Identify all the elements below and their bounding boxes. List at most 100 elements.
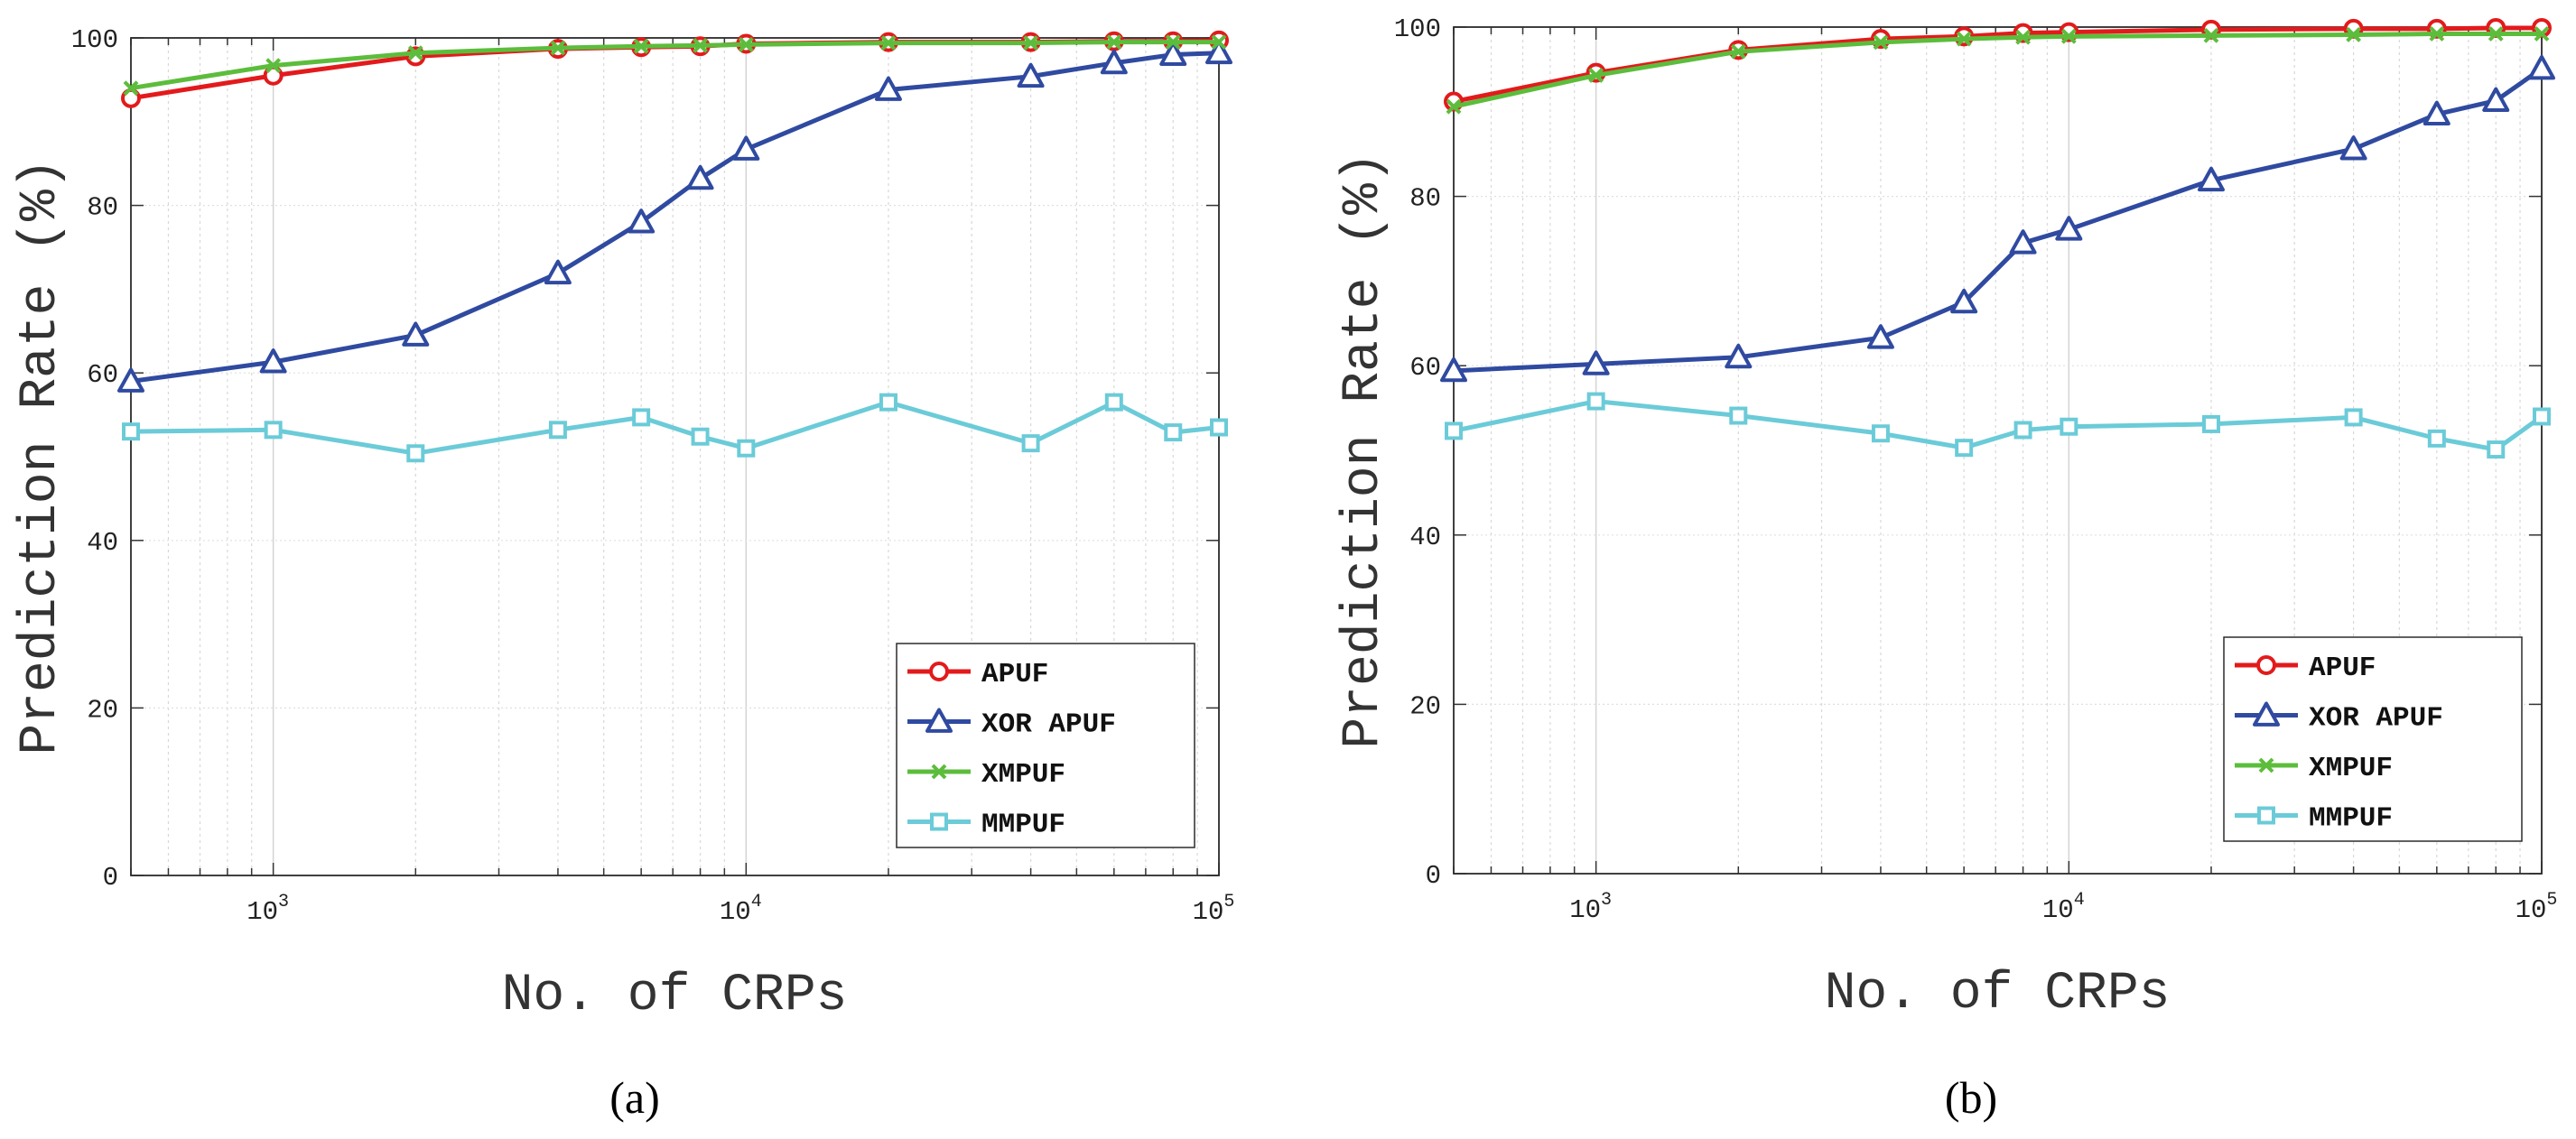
axis-frame [1453, 26, 2543, 875]
series-xmpuf [1446, 26, 2550, 115]
marker-triangle [1100, 49, 1128, 75]
marker-x [2429, 26, 2445, 42]
marker-square [2533, 407, 2551, 426]
marker-triangle [2009, 229, 2037, 255]
legend-label: APUF [2309, 653, 2376, 684]
marker-triangle [2339, 135, 2367, 161]
series-line [1453, 399, 2543, 452]
y-tick-label: 40 [1409, 523, 1441, 552]
marker-triangle [117, 367, 144, 393]
marker-square [1164, 423, 1183, 442]
legend: APUF XOR APUF XMPUF MMPUF [896, 643, 1195, 848]
x-axis-title: No. of CRPs [1825, 965, 2171, 1023]
marker-square [2201, 414, 2220, 433]
marker-x [1211, 34, 1227, 51]
axis-frame [130, 37, 1220, 876]
marker-triangle [1950, 288, 1978, 314]
marker-square [2013, 421, 2032, 440]
legend-label: MMPUF [981, 810, 1065, 841]
series-line [130, 40, 1219, 91]
marker-x [2534, 26, 2550, 42]
marker-square [406, 444, 425, 463]
x-tick-label-exponent: 5 [1223, 892, 1234, 912]
x-tick-label: 103 [246, 892, 289, 927]
marker-circle [2256, 655, 2276, 675]
marker-x [1956, 31, 1972, 47]
marker-square [2427, 429, 2446, 448]
legend-label: XMPUF [981, 759, 1065, 791]
x-tick-label: 104 [720, 892, 762, 927]
marker-square [1586, 392, 1605, 411]
marker-x [880, 35, 897, 51]
marker-square [879, 393, 897, 412]
marker-square [1104, 393, 1123, 412]
marker-square [1871, 424, 1890, 443]
x-tick-label: 104 [2042, 890, 2085, 925]
marker-triangle [1866, 324, 1894, 349]
series-mmpuf [1445, 392, 2551, 459]
marker-triangle [1205, 39, 1232, 65]
marker-square [1955, 439, 1974, 458]
x-tick-label-exponent: 4 [2074, 890, 2085, 911]
x-tick-label: 105 [1193, 892, 1235, 927]
y-tick-label: 60 [1409, 353, 1441, 383]
x-tick-label: 105 [2516, 890, 2558, 925]
marker-circle [929, 662, 949, 681]
marker-x [633, 38, 649, 54]
marker-x [550, 40, 566, 56]
panel-caption: (a) [609, 1072, 660, 1123]
legend-label: XOR APUF [2309, 703, 2443, 735]
legend-label: XMPUF [2309, 753, 2393, 784]
marker-x [407, 45, 423, 61]
marker-x [1873, 34, 1889, 51]
marker-x [2015, 29, 2031, 45]
y-axis-title: Prediction Rate (%) [12, 158, 70, 755]
marker-triangle [2482, 87, 2510, 113]
marker-x [2346, 27, 2362, 42]
legend-label: MMPUF [2309, 803, 2393, 835]
marker-triangle [1725, 343, 1753, 369]
marker-x [1023, 35, 1039, 51]
marker-x [931, 764, 947, 780]
y-tick-label: 0 [103, 863, 118, 893]
marker-triangle [2423, 100, 2450, 126]
legend-label: XOR APUF [981, 709, 1116, 741]
marker-triangle [628, 208, 656, 234]
marker-x [1588, 68, 1604, 83]
marker-x [1446, 98, 1462, 115]
legend-label: APUF [981, 659, 1048, 690]
marker-square [2257, 806, 2275, 825]
marker-x [1165, 34, 1181, 51]
marker-x [693, 37, 708, 53]
x-tick-label-exponent: 4 [751, 892, 762, 912]
panel-caption: (b) [1945, 1072, 1997, 1123]
series-line [1453, 66, 2543, 374]
chart-panel-1: 0 20 40 60 80 100 103 104 105 No. of CRPs Predicti… [1334, 14, 2557, 1123]
marker-x [2258, 757, 2274, 773]
marker-triangle [1159, 41, 1187, 66]
series-xor-apuf [117, 39, 1232, 393]
y-tick-label: 20 [1409, 691, 1441, 721]
marker-square [2344, 408, 2363, 427]
series-mmpuf [122, 393, 1228, 463]
marker-triangle [686, 164, 714, 190]
marker-square [2060, 417, 2078, 436]
chart-panel-0: 0 20 40 60 80 100 103 104 105 No. of CRPs Predicti… [12, 25, 1234, 1123]
marker-x [123, 80, 139, 97]
y-tick-label: 40 [87, 528, 118, 558]
marker-x [1730, 43, 1746, 60]
y-tick-label: 100 [1394, 14, 1441, 44]
x-tick-label-exponent: 3 [1601, 890, 1612, 911]
marker-triangle [1582, 350, 1610, 375]
y-tick-label: 60 [87, 360, 118, 390]
series-line [130, 400, 1220, 456]
marker-x [1106, 34, 1122, 51]
marker-square [2487, 440, 2506, 459]
marker-x [2060, 28, 2077, 44]
y-axis-title: Prediction Rate (%) [1334, 152, 1393, 748]
marker-square [1021, 434, 1040, 453]
marker-triangle [874, 76, 902, 101]
series-xor-apuf [1440, 54, 2555, 383]
marker-square [1729, 406, 1748, 425]
